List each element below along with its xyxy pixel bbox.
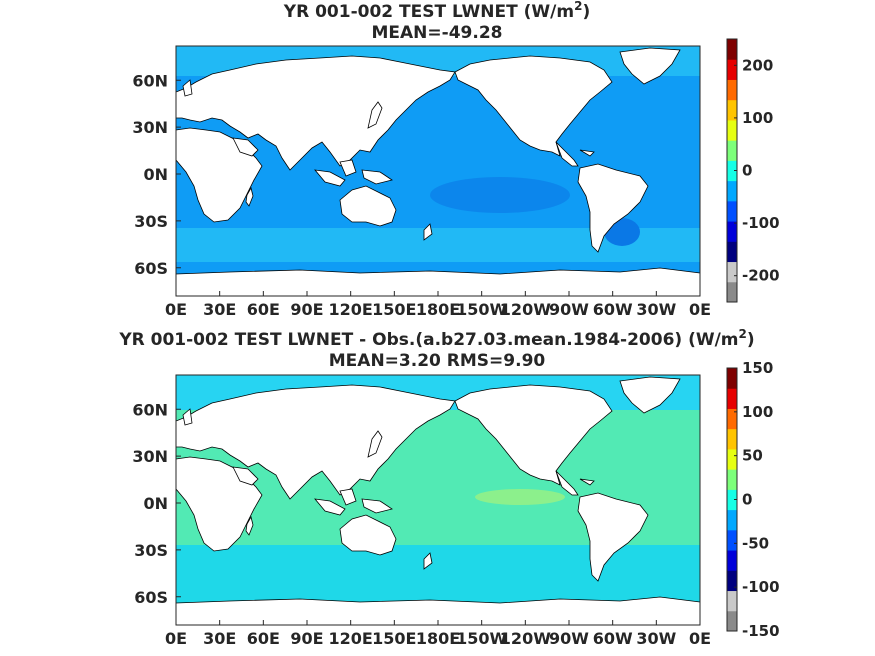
x-tick-label: 90W bbox=[549, 300, 589, 319]
map-bottom bbox=[176, 375, 700, 625]
x-tick-label: 60W bbox=[593, 300, 633, 319]
colorbar-segment bbox=[727, 281, 737, 303]
colorbar-segment bbox=[727, 160, 737, 182]
colorbar-tick-label: -100 bbox=[742, 578, 780, 596]
colorbar-segment bbox=[727, 570, 737, 592]
panel-top-mean: MEAN=-49.28 bbox=[372, 23, 503, 43]
x-tick-label: 150W bbox=[456, 300, 507, 319]
x-tick-label: 0E bbox=[689, 629, 711, 648]
colorbar-segment bbox=[727, 590, 737, 612]
southern-band-bottom bbox=[176, 545, 700, 605]
y-tick-label: 30S bbox=[134, 212, 168, 231]
map-top bbox=[176, 46, 700, 296]
colorbar-tick-label: -50 bbox=[742, 534, 769, 552]
colorbar-tick-label: -200 bbox=[742, 267, 780, 285]
colorbar-segment bbox=[727, 59, 737, 80]
colorbar-tick-label: 100 bbox=[742, 109, 773, 127]
colorbar-segment bbox=[727, 99, 737, 121]
colorbar-segment bbox=[727, 221, 737, 242]
y-ticks-top: 60N 30N 0N 30S 60S bbox=[132, 71, 181, 278]
y-tick-label: 60N bbox=[132, 71, 168, 90]
x-tick-label: 60E bbox=[247, 300, 280, 319]
colorbar-segment bbox=[727, 79, 737, 101]
x-tick-label: 90W bbox=[549, 629, 589, 648]
colorbar-segment bbox=[727, 469, 737, 490]
colorbar-segment bbox=[727, 261, 737, 283]
y-tick-label: 0N bbox=[143, 165, 168, 184]
x-tick-label: 60W bbox=[593, 629, 633, 648]
panel-top: YR 001-002 TEST LWNET (W/m2) MEAN=-49.28… bbox=[132, 0, 779, 319]
x-tick-label: 30W bbox=[636, 300, 676, 319]
x-tick-label: 150E bbox=[372, 300, 416, 319]
colorbar-segment bbox=[727, 388, 737, 409]
colorbar-segment bbox=[727, 140, 737, 161]
colorbar-top: 200 100 0 -100 -200 bbox=[726, 38, 780, 303]
x-tick-label: 120E bbox=[329, 629, 373, 648]
colorbar-tick-label: -150 bbox=[742, 622, 780, 640]
colorbar-segment bbox=[727, 550, 737, 571]
colorbar-segment bbox=[727, 39, 737, 60]
x-tick-label: 0E bbox=[165, 629, 187, 648]
x-tick-label: 0E bbox=[689, 300, 711, 319]
y-tick-label: 30N bbox=[132, 447, 168, 466]
colorbar-segment bbox=[727, 408, 737, 430]
x-tick-label: 60E bbox=[247, 629, 280, 648]
colorbar-bottom: 150 100 50 0 -50 -100 -150 bbox=[726, 359, 780, 640]
warm-patch-bottom bbox=[475, 489, 565, 505]
x-tick-label: 120W bbox=[500, 629, 551, 648]
x-tick-label: 180E bbox=[416, 300, 460, 319]
colorbar-tick-label: 0 bbox=[742, 491, 752, 509]
colorbar-segment bbox=[727, 610, 737, 632]
x-tick-label: 120W bbox=[500, 300, 551, 319]
colorbar-segment bbox=[727, 119, 737, 141]
x-tick-label: 180E bbox=[416, 629, 460, 648]
colorbar-segment bbox=[727, 200, 737, 222]
y-tick-label: 30N bbox=[132, 118, 168, 137]
colorbar-segment bbox=[727, 529, 737, 551]
colorbar-segment bbox=[727, 428, 737, 450]
colorbar-segment bbox=[727, 489, 737, 511]
southern-stripe-top bbox=[176, 262, 700, 270]
x-tick-label: 30W bbox=[636, 629, 676, 648]
y-tick-label: 60N bbox=[132, 400, 168, 419]
x-tick-label: 90E bbox=[290, 629, 323, 648]
x-tick-label: 30E bbox=[203, 300, 236, 319]
deep-patch-top bbox=[430, 177, 570, 213]
colorbar-tick-label: 200 bbox=[742, 56, 773, 74]
x-tick-label: 90E bbox=[290, 300, 323, 319]
y-tick-label: 60S bbox=[134, 588, 168, 607]
y-tick-label: 60S bbox=[134, 259, 168, 278]
y-tick-label: 0N bbox=[143, 494, 168, 513]
colorbar-tick-label: 100 bbox=[742, 403, 773, 421]
y-ticks-bottom: 60N 30N 0N 30S 60S bbox=[132, 400, 181, 607]
panel-bottom-mean: MEAN=3.20 RMS=9.90 bbox=[329, 351, 546, 371]
y-tick-label: 30S bbox=[134, 541, 168, 560]
colorbar-tick-label: 50 bbox=[742, 447, 763, 465]
x-tick-label: 30E bbox=[203, 629, 236, 648]
colorbar-tick-label: -100 bbox=[742, 214, 780, 232]
colorbar-segment bbox=[727, 180, 737, 202]
colorbar-segment bbox=[727, 241, 737, 263]
x-tick-label: 0E bbox=[165, 300, 187, 319]
colorbar-segment bbox=[727, 368, 737, 389]
colorbar-segment bbox=[727, 509, 737, 531]
colorbar-segment bbox=[727, 448, 737, 470]
x-tick-label: 120E bbox=[329, 300, 373, 319]
panel-bottom-title: YR 001-002 TEST LWNET - Obs.(a.b27.03.me… bbox=[118, 327, 754, 350]
panel-bottom: YR 001-002 TEST LWNET - Obs.(a.b27.03.me… bbox=[118, 327, 779, 648]
colorbar-tick-label: 150 bbox=[742, 359, 773, 377]
panel-top-title: YR 001-002 TEST LWNET (W/m2) bbox=[283, 0, 590, 22]
x-tick-label: 150E bbox=[372, 629, 416, 648]
colorbar-tick-label: 0 bbox=[742, 162, 752, 180]
x-tick-label: 150W bbox=[456, 629, 507, 648]
